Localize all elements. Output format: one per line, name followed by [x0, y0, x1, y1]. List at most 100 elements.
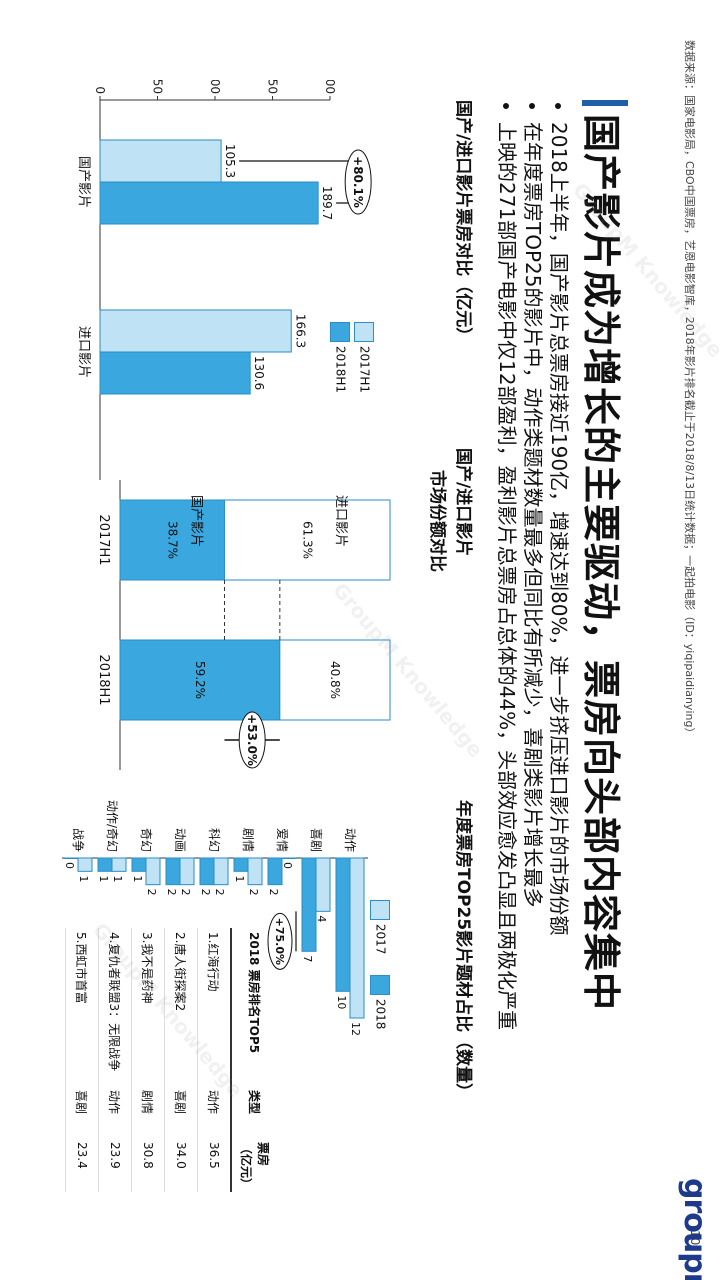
bar-2018 [301, 857, 317, 952]
bar-value-label: 12 [349, 1022, 362, 1036]
bar-value-label: 0 [281, 862, 294, 869]
x-category-label: 国产影片 [76, 156, 91, 208]
y-tick-label: 200 [323, 80, 337, 94]
top5-type: 动作 [98, 1086, 132, 1138]
bar-value-label: 105.3 [223, 144, 237, 178]
bar-value-label: 2 [247, 889, 260, 896]
bar-value-label: 1 [131, 875, 144, 882]
growth-badge [238, 711, 266, 769]
bar-value-label: 2 [267, 889, 280, 896]
market-share-chart: 38.7% 61.3% 2017H1 59.2% 40.8% 2018H1 +53.0% 进口… [96, 480, 391, 770]
top5-header-row: 2018 票房排名TOP5 类型 票房（亿元） [231, 928, 278, 1192]
top5-table-wrap: 2018 票房排名TOP5 类型 票房（亿元） 1.红海行动 动作 36.5 2.唐… [65, 928, 278, 1192]
bar-2017 [315, 857, 331, 912]
top5-type: 喜剧 [65, 1086, 99, 1138]
box-office-chart: 0 50 100 150 200 105.3 189.7 国产影片 166.3 130.6 进口影片… [76, 80, 372, 480]
y-category-label: 动画 [173, 828, 187, 852]
bullet-3: 上映的271部国产电影中仅12部盈利，盈利影片总票房占总体的44%，头部效应愈发… [494, 122, 520, 1200]
bullet-1: 2018上半年，国产影片总票房接近190亿，增速达到80%，进一步挤压进口影片的… [546, 122, 572, 1200]
growth-label: +80.1% [351, 156, 365, 208]
bar-2018 [131, 857, 147, 872]
import-series-label: 进口影片 [333, 495, 348, 547]
genre-legend-swatch-2018 [370, 975, 390, 995]
bar-value-label: 40.8% [328, 661, 342, 699]
bar-2017 [145, 857, 161, 886]
bar-2018 [233, 857, 249, 872]
box-office-chart-title: 国产/进口影片票房对比（亿元） [453, 100, 473, 345]
bar-value-label: 4 [315, 915, 328, 922]
bar-value-label: 2 [213, 889, 226, 896]
bar-2018 [165, 857, 181, 886]
bar-value-label: 1 [77, 875, 90, 882]
top5-box: 23.4 [65, 1138, 99, 1192]
y-category-label: 喜剧 [309, 828, 323, 852]
bar-2018 [97, 857, 113, 872]
bar-2017H1 [99, 139, 222, 183]
bar-value-label: 130.6 [252, 356, 266, 390]
bar-value-label: 1 [97, 875, 110, 882]
top5-table: 2018 票房排名TOP5 类型 票房（亿元） 1.红海行动 动作 36.5 2.唐… [65, 928, 278, 1192]
bar-2017 [213, 857, 229, 886]
genre-legend-swatch-2017 [370, 900, 390, 920]
top5-header-name: 2018 票房排名TOP5 [231, 928, 278, 1086]
genre-legend-label-2018: 2018 [373, 998, 388, 1030]
y-tick-label: 0 [93, 86, 107, 94]
bar-import [279, 639, 391, 721]
bar-value-label: 1 [233, 875, 246, 882]
bar-value-label: 1 [111, 875, 124, 882]
bullet-list: 2018上半年，国产影片总票房接近190亿，增速达到80%，进一步挤压进口影片的… [494, 100, 572, 1200]
source-note: 数据来源：国家电影局，CBO中国票房，艺恩电影智库，2018年影片排名截止于20… [683, 40, 696, 739]
y-tick-label: 50 [151, 80, 165, 94]
bar-value-label: 2 [165, 889, 178, 896]
y-category-label: 动作/奇幻 [105, 800, 119, 852]
bar-2017 [281, 857, 297, 859]
genre-chart-title: 年度票房TOP25影片题材占比（数量） [453, 800, 473, 1101]
bar-2018 [335, 857, 351, 992]
title-accent-bar [582, 100, 628, 106]
bar-2018 [267, 857, 283, 886]
bar-value-label: 7 [301, 955, 314, 962]
y-category-label: 动作 [343, 828, 357, 852]
domestic-series-label: 国产影片 [188, 495, 203, 547]
y-category-label: 科幻 [207, 828, 221, 852]
y-category-label: 爱情 [275, 828, 289, 852]
top5-box: 23.9 [98, 1138, 132, 1192]
growth-label: +53.0% [245, 714, 259, 766]
bar-value-label: 2 [199, 889, 212, 896]
bar-2017H1 [99, 309, 292, 353]
bar-value-label: 2 [145, 889, 158, 896]
genre-legend-2018: 2018 [370, 975, 390, 1029]
bar-2018 [199, 857, 215, 886]
bar-2017 [179, 857, 195, 886]
bar-value-label: 166.3 [293, 314, 307, 348]
top5-box: 30.8 [131, 1138, 165, 1192]
genre-chart: 动作1210喜剧47爱情02剧情21科幻22动画22奇幻21动作/奇幻11战争1… [62, 800, 368, 1036]
bar-2017 [349, 857, 365, 1019]
top5-type: 喜剧 [164, 1086, 198, 1138]
y-category-label: 奇幻 [139, 828, 153, 852]
top5-name: 5.西虹市首富 [65, 928, 99, 1086]
bar-2017 [77, 857, 93, 872]
top5-box: 36.5 [197, 1138, 231, 1192]
y-tick-label: 100 [208, 80, 222, 94]
bar-import [223, 499, 391, 581]
bullet-2: 在年度票房TOP25的影片中，动作类题材数量最多但同比有所减少，喜剧类影片增长最… [520, 122, 546, 1200]
bar-2018H1 [99, 351, 251, 395]
genre-legend-2017: 2017 [370, 900, 390, 954]
top5-box: 34.0 [164, 1138, 198, 1192]
bar-value-label: 2 [179, 889, 192, 896]
x-category-label: 进口影片 [76, 326, 91, 378]
top5-header-box: 票房（亿元） [231, 1138, 278, 1192]
growth-badge [344, 149, 372, 215]
bar-2018 [63, 857, 79, 859]
y-category-label: 战争 [71, 828, 85, 852]
groupm-logo: groupm [677, 1178, 712, 1280]
x-category-label: 2018H1 [96, 654, 111, 705]
growth-badge [267, 912, 293, 970]
y-category-label: 剧情 [241, 828, 255, 852]
bar-2017 [111, 857, 127, 872]
y-tick-label: 150 [266, 80, 280, 94]
bar-value-label: 189.7 [320, 186, 334, 220]
bar-value-label: 61.3% [300, 521, 314, 559]
